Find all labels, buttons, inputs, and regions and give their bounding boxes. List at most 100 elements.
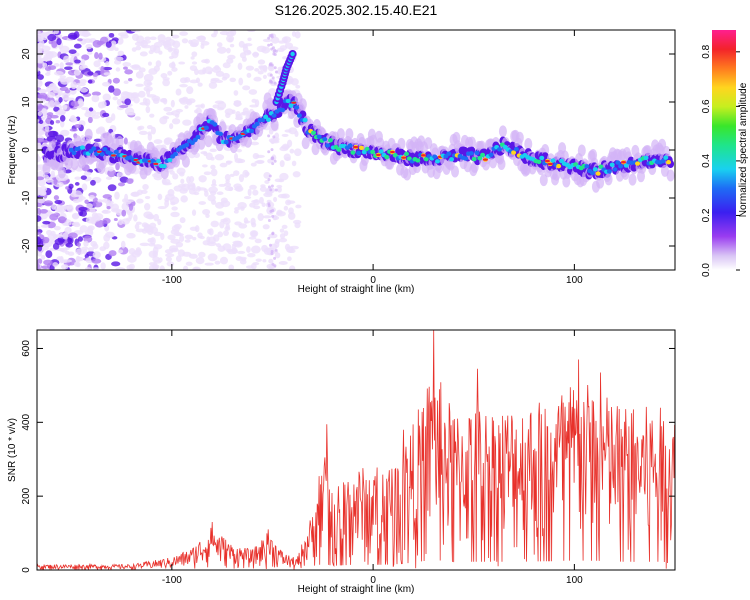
heatmap-cell	[212, 122, 218, 127]
heatmap-cell	[79, 225, 88, 233]
heatmap-cell	[311, 130, 317, 135]
heatmap-cell	[54, 234, 64, 239]
heatmap-cell	[152, 173, 157, 177]
heatmap-cell	[285, 98, 291, 104]
heatmap-cell	[141, 44, 151, 49]
heatmap-cell	[270, 140, 280, 144]
heatmap-cell	[179, 84, 188, 88]
heatmap-cell	[42, 236, 50, 244]
heatmap-cell	[589, 170, 595, 176]
heatmap-cell	[37, 79, 43, 88]
heatmap-cell	[150, 226, 159, 234]
heatmap-cell	[251, 98, 257, 103]
heatmap-cell	[160, 167, 169, 180]
heatmap-cell	[435, 159, 441, 164]
heatmap-cell	[249, 128, 255, 134]
heatmap-cell	[87, 51, 93, 55]
heatmap-cell	[55, 134, 65, 143]
heatmap-cell	[267, 218, 271, 222]
heatmap-cell	[242, 107, 249, 115]
heatmap-cell	[620, 161, 626, 164]
heatmap-cell	[210, 168, 218, 177]
heatmap-cell	[269, 80, 273, 84]
heatmap-cell	[103, 72, 111, 76]
snr-ticks: -100 0 100 0 200 400 600	[21, 340, 583, 586]
heatmap-cell	[65, 250, 70, 255]
heatmap-cell	[74, 123, 82, 129]
heatmap-cell	[254, 67, 260, 72]
heatmap-cell	[284, 157, 291, 161]
heatmap-cell	[596, 176, 605, 189]
heatmap-cell	[153, 45, 161, 54]
heatmap-cell	[214, 154, 225, 161]
heatmap-cell	[262, 38, 272, 43]
heatmap-cell	[153, 213, 160, 222]
heatmap-cell	[68, 49, 77, 54]
heatmap-cell	[135, 228, 145, 233]
heatmap-cell	[102, 66, 113, 71]
heatmap-cell	[112, 88, 121, 96]
heatmap-cell	[204, 66, 213, 75]
heatmap-cell	[142, 97, 148, 105]
heatmap-cell	[115, 135, 124, 148]
heatmap-cell	[263, 114, 269, 120]
heatmap-cell	[262, 224, 270, 230]
heatmap-cell	[216, 191, 224, 196]
heatmap-cell	[212, 104, 220, 109]
heatmap-cell	[102, 217, 111, 224]
heatmap-cell	[219, 162, 228, 168]
heatmap-cell	[204, 262, 214, 266]
heatmap-cell	[73, 69, 81, 76]
heatmap-cell	[271, 262, 275, 266]
heatmap-cell	[113, 149, 119, 155]
heatmap-cell	[195, 77, 201, 84]
heatmap-cell	[267, 178, 271, 182]
heatmap-cell	[274, 178, 283, 183]
heatmap-cell	[498, 125, 507, 138]
heatmap-cell	[217, 245, 226, 252]
heatmap-cell	[281, 143, 290, 150]
heatmap-cell	[102, 209, 109, 214]
heatmap-cell	[112, 77, 120, 84]
heatmap-cell	[274, 70, 278, 74]
heatmap-cell	[69, 128, 78, 132]
heatmap-cell	[135, 45, 142, 51]
heatmap-cell	[131, 47, 137, 52]
heatmap-cell	[237, 62, 243, 70]
heatmap-cell	[267, 134, 271, 138]
heatmap-cell	[248, 236, 257, 240]
heatmap-cell	[94, 52, 99, 59]
heatmap-cell	[247, 37, 252, 42]
heatmap-cell	[90, 217, 97, 225]
heatmap-cell	[80, 134, 85, 143]
x-tick-label: -100	[162, 575, 182, 586]
heatmap-cell	[222, 62, 231, 69]
heatmap-cell	[202, 67, 207, 75]
heatmap-cell	[552, 168, 561, 181]
heatmap-cell	[217, 231, 224, 238]
heatmap-cell	[291, 101, 297, 104]
heatmap-cell	[149, 237, 156, 245]
heatmap-cell	[136, 198, 144, 204]
heatmap-cell	[284, 243, 291, 251]
heatmap-cell	[265, 117, 271, 122]
heatmap-cell	[102, 93, 111, 101]
heatmap-cell	[240, 206, 245, 211]
heatmap-cell	[139, 242, 150, 247]
heatmap-cell	[432, 154, 438, 159]
heatmap-cell	[135, 83, 144, 87]
heatmap-cell	[497, 158, 506, 171]
heatmap-cell	[102, 81, 111, 87]
heatmap-cell	[271, 209, 275, 213]
heatmap-cell	[126, 178, 134, 184]
heatmap-cell	[152, 267, 158, 270]
heatmap-cell	[243, 135, 252, 148]
heatmap-cell	[316, 134, 322, 139]
heatmap-cell	[168, 245, 179, 252]
heatmap-cell	[219, 256, 229, 265]
heatmap-cell	[389, 150, 395, 154]
heatmap-cell	[92, 40, 102, 48]
heatmap-cell	[247, 253, 256, 258]
heatmap-cell	[278, 237, 288, 243]
heatmap-cell	[210, 220, 220, 228]
